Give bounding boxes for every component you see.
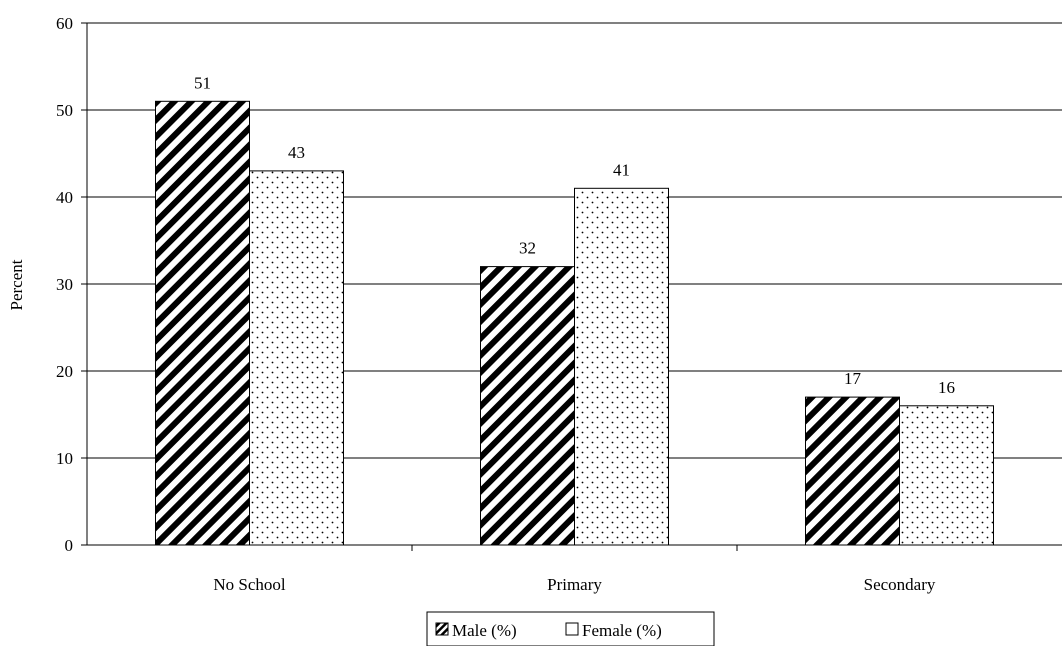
bar-male [155, 100, 250, 546]
x-tick-label: Secondary [864, 575, 936, 594]
y-tick-label: 10 [56, 449, 73, 468]
legend-swatch-male [435, 622, 449, 636]
bars [155, 100, 994, 546]
data-label: 41 [613, 160, 630, 179]
data-label: 17 [844, 369, 862, 388]
y-tick-label: 60 [56, 14, 73, 33]
bar-female [249, 170, 344, 546]
y-tick-label: 50 [56, 101, 73, 120]
legend: Male (%) Female (%) [426, 611, 715, 646]
data-label: 43 [288, 143, 305, 162]
y-tick-label: 0 [65, 536, 74, 555]
legend-swatch-female [565, 622, 579, 636]
bar-male [480, 266, 575, 546]
bar-male [805, 396, 900, 546]
y-axis-label: Percent [7, 259, 26, 310]
data-labels: 51 43 32 41 17 16 [194, 73, 955, 397]
bar-female [899, 405, 994, 546]
x-tick-label: No School [213, 575, 286, 594]
y-tick-label: 30 [56, 275, 73, 294]
y-tick-label: 40 [56, 188, 73, 207]
x-tick-label: Primary [547, 575, 602, 594]
legend-label-female: Female (%) [582, 621, 662, 640]
data-label: 51 [194, 73, 211, 92]
y-tick-label: 20 [56, 362, 73, 381]
bar-female [574, 187, 669, 546]
legend-label-male: Male (%) [452, 621, 517, 640]
data-label: 32 [519, 239, 536, 258]
data-label: 16 [938, 378, 955, 397]
